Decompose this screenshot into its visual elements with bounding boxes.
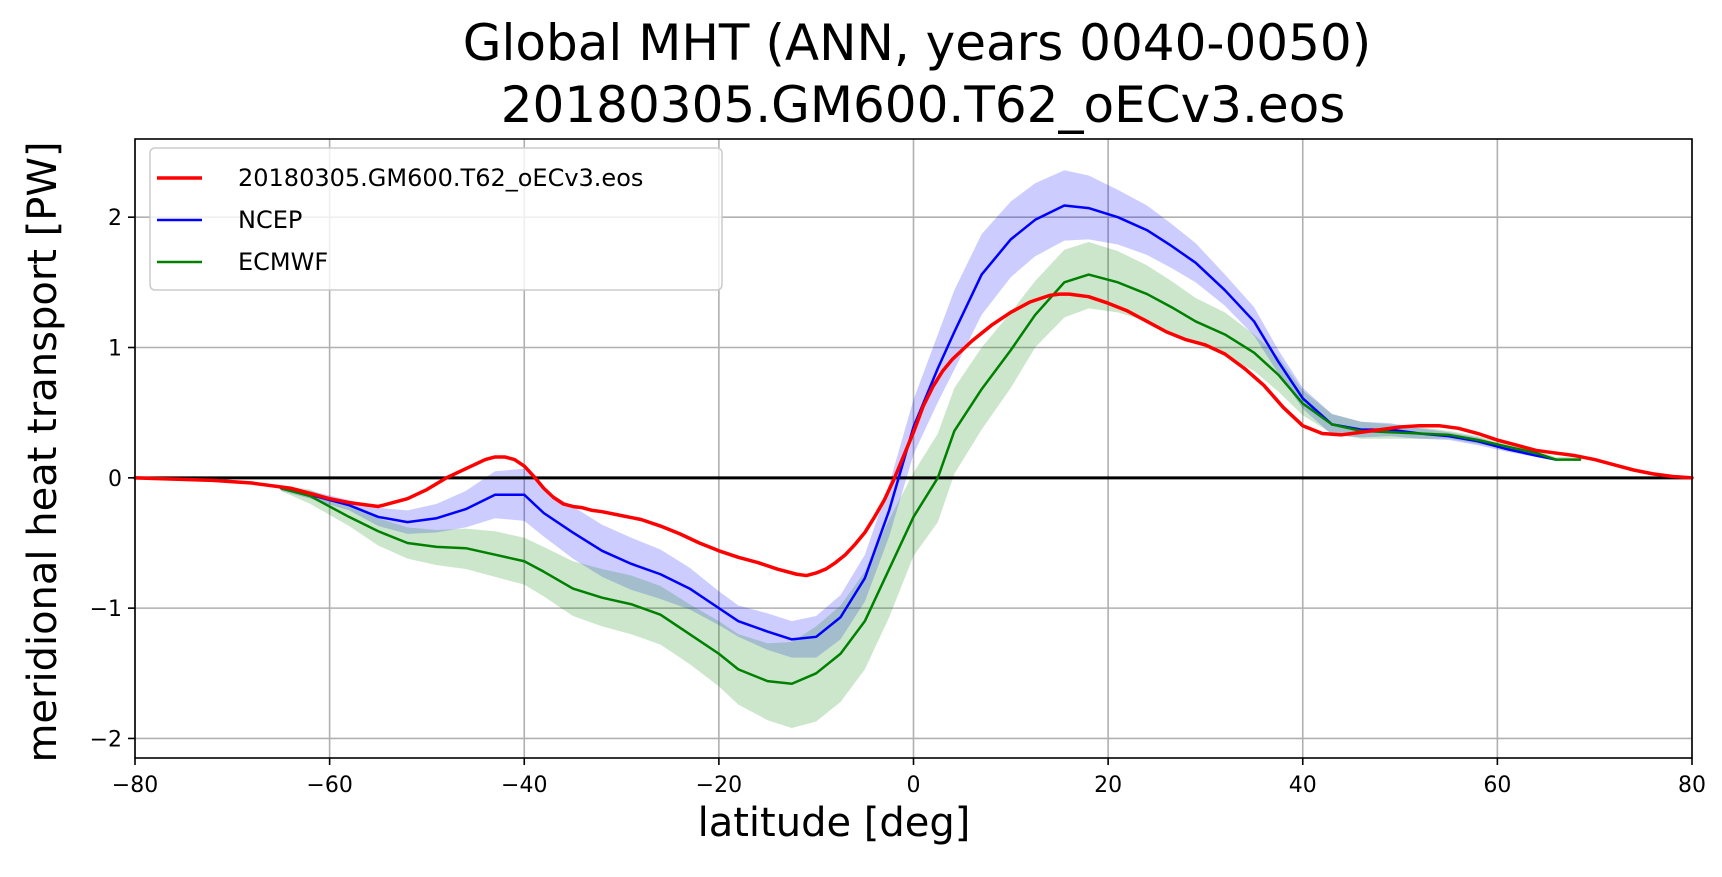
series-line-model bbox=[133, 292, 1694, 578]
x-tick-label-8: 80 bbox=[1678, 773, 1706, 798]
x-tick-label-5: 20 bbox=[1094, 773, 1122, 798]
legend-label-ecmwf: ECMWF bbox=[238, 248, 328, 276]
x-tick-label-7: 60 bbox=[1483, 773, 1511, 798]
x-axis-label: latitude [deg] bbox=[698, 800, 971, 846]
x-tick-label-2: −40 bbox=[501, 773, 547, 798]
y-tick-label-3: 1 bbox=[108, 337, 122, 362]
y-tick-label-0: −2 bbox=[90, 727, 122, 752]
legend-label-model: 20180305.GM600.T62_oECv3.eos bbox=[238, 164, 643, 192]
y-tick-label-1: −1 bbox=[90, 597, 122, 622]
x-tick-label-4: 0 bbox=[907, 773, 921, 798]
y-tick-label-4: 2 bbox=[108, 206, 122, 231]
x-tick-label-3: −20 bbox=[696, 773, 742, 798]
legend-label-ncep: NCEP bbox=[238, 206, 302, 234]
legend: 20180305.GM600.T62_oECv3.eos NCEP ECMWF bbox=[149, 147, 723, 291]
chart-title: Global MHT (ANN, years 0040-0050) bbox=[463, 14, 1371, 72]
legend-box bbox=[149, 147, 723, 291]
x-tick-label-0: −80 bbox=[112, 773, 158, 798]
series-lines bbox=[133, 204, 1694, 685]
x-tick-label-6: 40 bbox=[1289, 773, 1317, 798]
x-tick-label-1: −60 bbox=[306, 773, 352, 798]
y-axis-label: meridional heat transport [PW] bbox=[20, 141, 66, 762]
y-tick-label-2: 0 bbox=[108, 467, 122, 492]
chart-subtitle: 20180305.GM600.T62_oECv3.eos bbox=[501, 76, 1346, 134]
axis-ticks: −80 −60 −40 −20 0 20 40 60 80 −2 −1 0 1 2 bbox=[90, 206, 1706, 798]
band-ecmwf bbox=[280, 241, 1581, 729]
